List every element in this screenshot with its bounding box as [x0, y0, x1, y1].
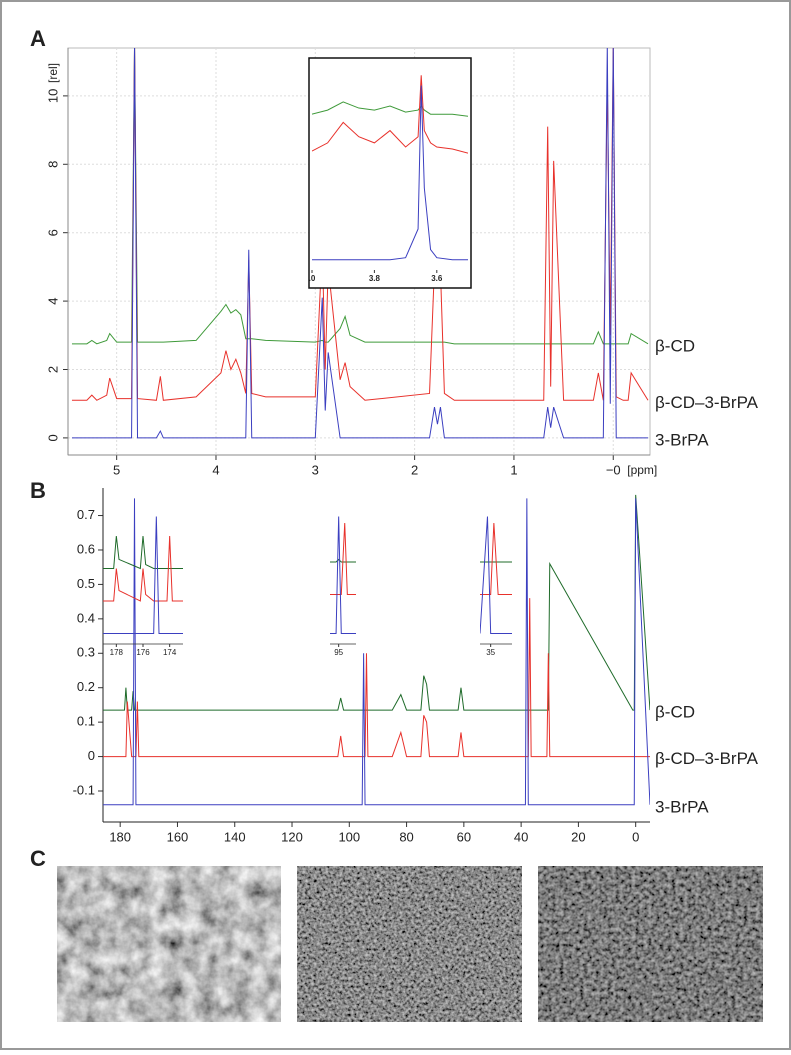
spectrum-line [103, 535, 183, 570]
y-tick-label: -0.1 [73, 782, 95, 797]
x-tick-label: 5 [113, 462, 120, 477]
panel-label: C [30, 846, 46, 871]
chart: .0 3.8 3.6 [308, 57, 472, 289]
y-tick-label: 0 [45, 434, 60, 441]
y-tick-label: 2 [45, 366, 60, 373]
series-label: β-CD [655, 336, 695, 355]
sem-images [57, 866, 763, 1022]
x-tick-label: 3 [312, 462, 319, 477]
chart: 178 176 174 [103, 516, 183, 657]
y-tick-label: 0.1 [77, 714, 95, 729]
x-axis-label: [ppm] [627, 463, 657, 477]
y-tick-label: 8 [45, 161, 60, 168]
series-label: β-CD–3-BrPA [655, 749, 759, 768]
x-tick-label: 60 [457, 829, 471, 844]
chart: 35 [480, 516, 512, 657]
x-tick-label: 4 [212, 462, 219, 477]
spectrum-line [103, 516, 183, 634]
x-tick-label: 160 [167, 829, 189, 844]
x-tick-label: 20 [571, 829, 585, 844]
x-tick-label: 1 [510, 462, 517, 477]
y-tick-label: 0.7 [77, 507, 95, 522]
sem-image [538, 866, 763, 1022]
y-tick-label: 0.3 [77, 645, 95, 660]
spectrum-line [312, 75, 468, 154]
x-tick-label: 2 [411, 462, 418, 477]
x-tick-label: 120 [281, 829, 303, 844]
x-tick-label: −0 [606, 462, 621, 477]
x-tick-label: 0 [632, 829, 639, 844]
panel-label: A [30, 26, 46, 51]
chart: 0 2 4 6 8 10 5 4 3 2 1 −0 [rel] [ppm] β-CD β-CD–3-BrPA 3… [45, 47, 759, 477]
x-tick-label: 3.6 [431, 274, 443, 283]
spectrum-line [330, 516, 356, 634]
spectrum-line [103, 498, 650, 806]
x-tick-label: 180 [109, 829, 131, 844]
spectrum-line [103, 535, 183, 602]
panel-label: B [30, 478, 46, 503]
series-label: β-CD [655, 703, 695, 722]
chart: -0.1 0 0.1 0.2 0.3 0.4 0.5 0.6 0.7 180 160 140 120 10… [73, 488, 759, 844]
y-tick-label: 10 [45, 89, 60, 103]
x-tick-label: 140 [224, 829, 246, 844]
y-tick-label: 0.4 [77, 610, 95, 625]
y-tick-label: 0.2 [77, 679, 95, 694]
y-tick-label: 0.6 [77, 541, 95, 556]
x-tick-label: .0 [309, 274, 316, 283]
y-tick-label: 0 [88, 748, 95, 763]
chart: 95 [330, 516, 356, 657]
series-label: 3-BrPA [655, 797, 709, 816]
series-label: β-CD–3-BrPA [655, 393, 759, 412]
x-tick-label: 100 [338, 829, 360, 844]
spectrum-line [480, 516, 512, 634]
x-tick-label: 3.8 [369, 274, 381, 283]
spectrum-line [312, 101, 468, 117]
y-axis-label: [rel] [46, 63, 60, 83]
y-tick-label: 0.5 [77, 576, 95, 591]
spectrum-line [312, 85, 468, 261]
x-tick-label: 35 [486, 648, 495, 657]
x-tick-label: 95 [334, 648, 343, 657]
y-tick-label: 4 [45, 297, 60, 304]
x-tick-label: 80 [399, 829, 413, 844]
spectrum-line [71, 48, 649, 439]
sem-image [57, 866, 281, 1022]
series-label: 3-BrPA [655, 430, 709, 449]
spectrum-line [480, 522, 512, 595]
x-tick-label: 176 [136, 648, 150, 657]
inset-frame [308, 57, 472, 289]
x-tick-label: 40 [514, 829, 528, 844]
x-tick-label: 174 [163, 648, 177, 657]
y-tick-label: 6 [45, 229, 60, 236]
x-tick-label: 178 [110, 648, 124, 657]
spectrum-line [103, 598, 650, 758]
sem-image [297, 866, 522, 1022]
